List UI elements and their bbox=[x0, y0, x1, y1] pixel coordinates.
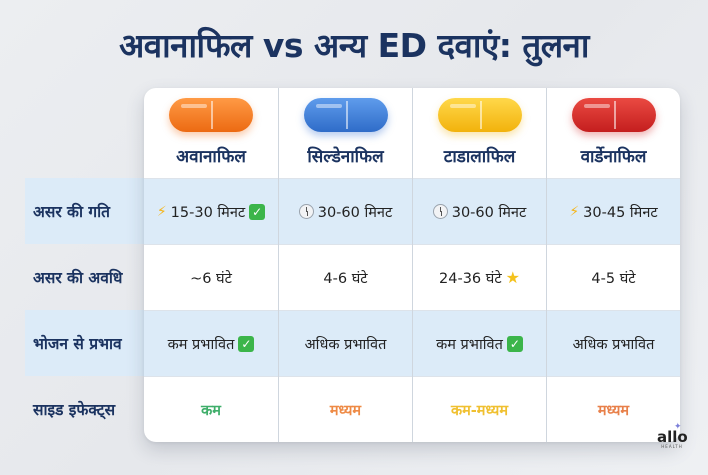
cell-text: 30-45 मिनट bbox=[583, 204, 658, 221]
lightning-icon: ⚡ bbox=[156, 203, 167, 220]
column-sildenafil: सिल्डेनाफिल 30-60 मिनट 4-6 घंटे अधिक प्र… bbox=[278, 88, 412, 442]
cell-food-effect: कम प्रभावित ✓ bbox=[413, 310, 546, 376]
check-icon: ✓ bbox=[249, 203, 266, 220]
drug-name: टाडालाफिल bbox=[443, 147, 516, 167]
cell-text: 30-60 मिनट bbox=[451, 204, 527, 221]
cell-onset: 30-60 मिनट bbox=[413, 178, 546, 244]
cell-duration: 24-36 घंटे ★ bbox=[413, 244, 546, 310]
column-vardenafil: वार्डेनाफिल ⚡ 30-45 मिनट 4-5 घंटे अधिक प… bbox=[546, 88, 680, 442]
side-effect-level: मध्यम bbox=[329, 402, 362, 419]
allo-health-logo: ✦ allo HEALTH bbox=[657, 422, 688, 449]
drug-name: सिल्डेनाफिल bbox=[307, 147, 384, 167]
cell-onset: ⚡ 15-30 मिनट ✓ bbox=[144, 178, 278, 244]
side-effect-level: मध्यम bbox=[597, 402, 630, 419]
comparison-table: अवानाफिल ⚡ 15-30 मिनट ✓ ~6 घंटे कम प्रभा… bbox=[144, 88, 680, 442]
side-effect-level: कम-मध्यम bbox=[450, 402, 509, 419]
row-label-side-effects: साइड इफेक्ट्स bbox=[33, 401, 116, 419]
star-icon: ★ bbox=[505, 268, 520, 287]
drug-name: वार्डेनाफिल bbox=[580, 147, 647, 167]
column-header: सिल्डेनाफिल bbox=[279, 88, 412, 178]
cell-onset: ⚡ 30-45 मिनट bbox=[547, 178, 680, 244]
cell-text: 4-5 घंटे bbox=[591, 270, 636, 287]
cell-side-effects: कम bbox=[144, 376, 278, 442]
pill-icon bbox=[571, 98, 656, 132]
pill-icon bbox=[169, 98, 253, 132]
cell-duration: 4-5 घंटे bbox=[547, 244, 680, 310]
row-label-duration: असर की अवधि bbox=[33, 269, 123, 287]
cell-text: 30-60 मिनट bbox=[317, 204, 393, 221]
cell-duration: ~6 घंटे bbox=[144, 244, 278, 310]
cell-onset: 30-60 मिनट bbox=[279, 178, 412, 244]
cell-side-effects: मध्यम bbox=[547, 376, 680, 442]
cell-food-effect: कम प्रभावित ✓ bbox=[144, 310, 278, 376]
check-icon: ✓ bbox=[506, 335, 523, 352]
column-avanafil: अवानाफिल ⚡ 15-30 मिनट ✓ ~6 घंटे कम प्रभा… bbox=[144, 88, 278, 442]
cell-side-effects: मध्यम bbox=[279, 376, 412, 442]
cell-text: 15-30 मिनट bbox=[170, 204, 246, 221]
sparkle-icon: ✦ bbox=[674, 422, 682, 432]
cell-text: 4-6 घंटे bbox=[323, 270, 368, 287]
column-header: टाडालाफिल bbox=[413, 88, 546, 178]
row-label-onset: असर की गति bbox=[25, 178, 144, 244]
column-header: वार्डेनाफिल bbox=[547, 88, 680, 178]
cell-text: 24-36 घंटे bbox=[439, 270, 502, 287]
cell-text: कम प्रभावित bbox=[436, 336, 503, 353]
row-label-column: असर की गति असर की अवधि भोजन से प्रभाव सा… bbox=[25, 178, 144, 442]
cell-text: ~6 घंटे bbox=[190, 270, 232, 287]
pill-icon bbox=[303, 98, 388, 132]
drug-name: अवानाफिल bbox=[176, 147, 246, 167]
clock-icon bbox=[298, 204, 314, 219]
logo-wordmark: allo bbox=[657, 428, 688, 446]
cell-food-effect: अधिक प्रभावित bbox=[279, 310, 412, 376]
clock-icon bbox=[432, 204, 448, 219]
page-title: अवानाफिल vs अन्य ED दवाएं: तुलना bbox=[119, 26, 589, 65]
cell-text: कम प्रभावित bbox=[167, 336, 235, 353]
side-effect-level: कम bbox=[201, 402, 221, 419]
cell-duration: 4-6 घंटे bbox=[279, 244, 412, 310]
cell-text: अधिक प्रभावित bbox=[304, 336, 387, 353]
cell-side-effects: कम-मध्यम bbox=[413, 376, 546, 442]
column-header: अवानाफिल bbox=[144, 88, 278, 178]
column-tadalafil: टाडालाफिल 30-60 मिनट 24-36 घंटे ★ कम प्र… bbox=[412, 88, 546, 442]
cell-food-effect: अधिक प्रभावित bbox=[547, 310, 680, 376]
cell-text: अधिक प्रभावित bbox=[572, 336, 655, 353]
row-label-food-effect: भोजन से प्रभाव bbox=[25, 310, 144, 376]
pill-icon bbox=[437, 98, 522, 132]
check-icon: ✓ bbox=[238, 335, 255, 352]
lightning-icon: ⚡ bbox=[569, 203, 580, 220]
logo-subtext: HEALTH bbox=[661, 444, 683, 449]
